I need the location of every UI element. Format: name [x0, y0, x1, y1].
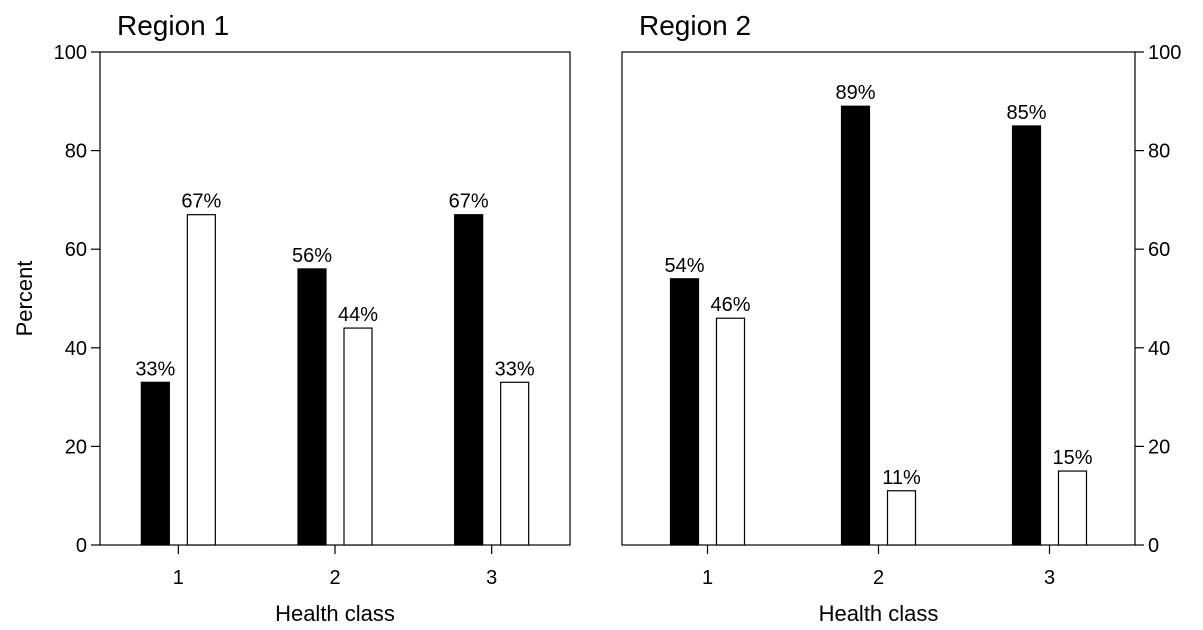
x-axis-title: Health class — [819, 601, 939, 626]
bar — [297, 268, 327, 546]
bar — [454, 214, 484, 546]
bar-value-label: 89% — [835, 82, 875, 104]
bar — [1057, 470, 1088, 546]
bar — [500, 381, 530, 546]
bar-value-label: 54% — [664, 255, 704, 277]
bar-value-label: 11% — [882, 467, 921, 489]
y-tick-label: 40 — [1148, 338, 1170, 360]
bar — [1011, 125, 1042, 546]
x-tick-label: 3 — [486, 567, 497, 589]
bar-value-label: 46% — [710, 294, 750, 316]
y-tick-label: 60 — [65, 239, 87, 261]
x-axis-title: Health class — [275, 601, 395, 626]
bar — [186, 214, 216, 546]
y-tick-label: 80 — [65, 141, 87, 163]
bar — [715, 317, 746, 546]
panel-title: Region 1 — [117, 10, 229, 41]
panel-title: Region 2 — [639, 10, 751, 41]
bar-value-label: 67% — [449, 191, 489, 213]
plot-frame — [99, 51, 571, 546]
bar — [140, 381, 170, 546]
y-tick-label: 80 — [1148, 141, 1170, 163]
x-tick-label: 2 — [873, 567, 884, 589]
bar-value-label: 33% — [495, 358, 535, 380]
y-tick-label: 20 — [65, 436, 87, 458]
bar-value-label: 85% — [1006, 102, 1046, 124]
y-tick-label: 100 — [54, 42, 87, 64]
bar-value-label: 44% — [338, 304, 378, 326]
x-tick-label: 1 — [702, 567, 713, 589]
y-tick-label: 20 — [1148, 436, 1170, 458]
y-axis-title: Percent — [12, 261, 37, 337]
y-tick-label: 60 — [1148, 239, 1170, 261]
bar-value-label: 67% — [181, 191, 221, 213]
x-tick-label: 3 — [1044, 567, 1055, 589]
bar-value-label: 33% — [135, 358, 175, 380]
bar — [840, 105, 871, 546]
x-tick-label: 1 — [173, 567, 184, 589]
y-tick-label: 100 — [1148, 42, 1181, 64]
y-tick-label: 40 — [65, 338, 87, 360]
bar — [343, 327, 373, 546]
y-tick-label: 0 — [76, 535, 87, 557]
bar-value-label: 15% — [1052, 447, 1092, 469]
bar — [669, 278, 700, 546]
y-tick-label: 0 — [1148, 535, 1159, 557]
bar-value-label: 56% — [292, 245, 332, 267]
bar — [886, 490, 917, 546]
x-tick-label: 2 — [329, 567, 340, 589]
